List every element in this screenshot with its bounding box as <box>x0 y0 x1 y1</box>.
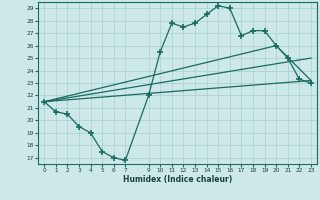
X-axis label: Humidex (Indice chaleur): Humidex (Indice chaleur) <box>123 175 232 184</box>
